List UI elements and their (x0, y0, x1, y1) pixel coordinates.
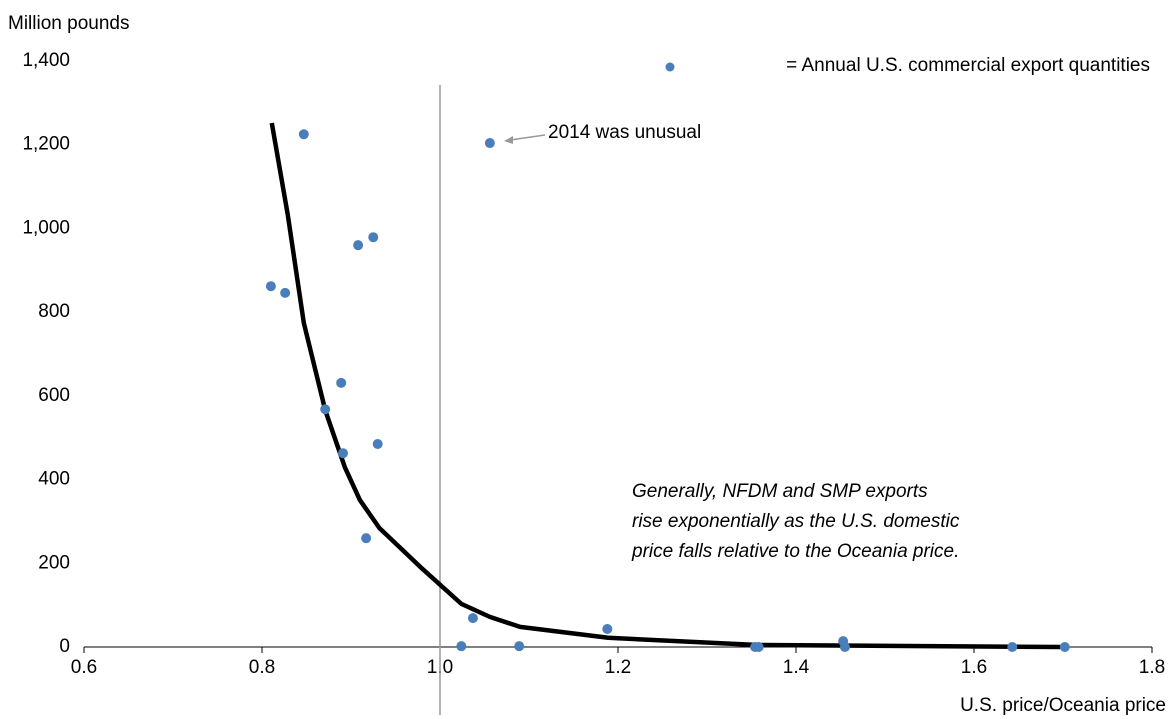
y-tick-label: 200 (38, 552, 70, 573)
x-tick-label: 0.6 (71, 657, 97, 678)
legend-text: = Annual U.S. commercial export quantiti… (786, 55, 1150, 76)
x-tick-label: 1.8 (1139, 657, 1165, 678)
trend-line (269, 122, 1061, 650)
y-tick-label: 800 (38, 301, 70, 322)
x-tick-label: 1.6 (961, 657, 987, 678)
point (1007, 642, 1018, 652)
point (456, 641, 467, 652)
point (753, 642, 764, 652)
y-tick-label: 1,400 (22, 50, 70, 71)
point (372, 438, 383, 449)
point (336, 377, 347, 388)
y-tick-label: 600 (38, 385, 70, 406)
x-tick-label: 0.8 (249, 657, 275, 678)
callout-arrowhead (504, 136, 513, 144)
note: price falls relative to the Oceania pric… (631, 541, 959, 562)
point (353, 240, 364, 251)
point (298, 129, 309, 140)
point (1059, 642, 1070, 652)
point (467, 613, 478, 624)
point (280, 287, 291, 298)
legend-marker (665, 62, 675, 72)
y-tick-label: 0 (59, 636, 70, 657)
point (320, 404, 331, 415)
note: rise exponentially as the U.S. domestic (632, 511, 960, 532)
x-tick-label: 1.4 (783, 657, 810, 678)
y-tick-label: 1,200 (22, 134, 70, 155)
x-axis-label: U.S. price/Oceania price (960, 695, 1166, 716)
y-tick-label: 1,000 (22, 217, 70, 238)
callout: 2014 was unusual (548, 122, 701, 143)
point (602, 624, 613, 635)
x-tick-label: 1.2 (605, 657, 631, 678)
y-tick-label: 400 (38, 469, 70, 490)
callout-arrow (509, 134, 546, 141)
point (361, 533, 372, 544)
point (337, 448, 348, 459)
note: Generally, NFDM and SMP exports (632, 481, 928, 502)
y-axis-label: Million pounds (8, 13, 129, 34)
point (265, 281, 276, 292)
point (839, 642, 850, 652)
point (484, 138, 495, 149)
point (514, 641, 525, 652)
point (368, 232, 379, 243)
